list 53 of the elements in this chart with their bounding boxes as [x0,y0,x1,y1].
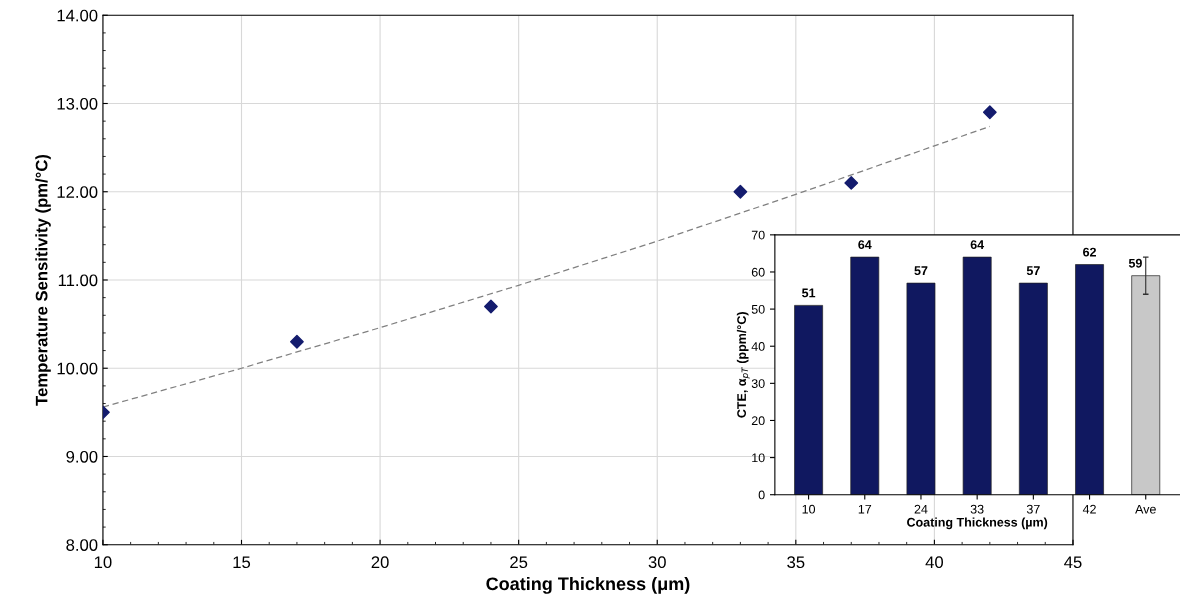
x-tick-label: 10 [94,556,112,569]
y-tick-label: 13.00 [57,97,98,110]
y-tick-label: 40 [751,342,765,351]
bar [850,256,880,495]
y-tick-label: 8.00 [66,539,98,551]
y-tick-label: 10 [752,453,765,463]
x-tick-label: 42 [1082,504,1096,514]
bar [906,282,936,495]
y-tick-label: 10.00 [57,362,98,375]
point [844,176,859,190]
data-label: 57 [914,266,928,276]
y-tick-label: 12.00 [57,186,98,198]
x-tick-label: 33 [970,504,984,514]
x-tick-label: 25 [510,556,528,569]
x-tick-label: 24 [914,504,928,514]
x-tick-label: 20 [371,556,389,569]
y-tick-label: 11.00 [58,274,98,287]
data-label: 51 [802,288,816,298]
x-tick-label: 30 [648,556,666,569]
x-tick-label: 37 [1026,504,1040,514]
point [733,184,748,199]
y-tick-label: 20 [751,416,765,426]
data-label: 64 [970,240,985,250]
bar [794,305,823,495]
bar [1075,264,1104,495]
data-label: 59 [1128,258,1142,268]
y-tick-label: 9.00 [66,450,98,463]
x-tick-label: 40 [925,556,944,569]
x-axis-title: Coating Thickness (μm) [486,576,690,594]
bar [1131,275,1161,495]
x-axis-title: Coating Thickness (µm) [907,517,1048,530]
x-tick-label: 35 [787,556,805,569]
point [982,105,997,120]
y-axis-title: CTE, α$_{pT}$ (ppm/°C) [736,312,750,418]
y-tick-label: 50 [751,304,765,314]
bar [1018,282,1048,495]
y-tick-label: 70 [751,230,765,240]
y-tick-label: 30 [751,379,765,388]
bar [962,256,992,495]
point [484,299,498,314]
x-tick-label: Ave [1135,504,1156,514]
x-tick-label: 45 [1064,556,1082,569]
data-label: 64 [858,240,872,250]
data-label: 62 [1083,247,1096,257]
y-axis-title: Temperature Sensitivity (pm/°C) [35,154,51,406]
x-tick-label: 17 [858,504,872,514]
point [290,334,304,349]
x-tick-label: 10 [802,504,816,514]
x-tick-label: 15 [233,556,251,569]
y-tick-label: 60 [751,267,765,277]
y-tick-label: 14.00 [57,9,98,22]
data-label: 57 [1026,266,1040,276]
y-tick-label: 0 [758,490,765,500]
